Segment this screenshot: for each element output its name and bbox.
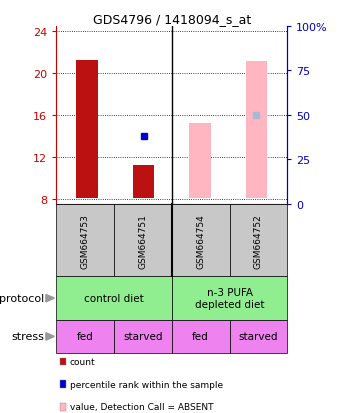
Text: GSM664753: GSM664753	[81, 213, 89, 268]
Bar	[133, 165, 154, 199]
Text: fed: fed	[192, 332, 209, 342]
Text: starved: starved	[239, 332, 278, 342]
Text: starved: starved	[123, 332, 163, 342]
Bar	[189, 123, 210, 199]
Title: GDS4796 / 1418094_s_at: GDS4796 / 1418094_s_at	[92, 13, 251, 26]
Text: GSM664754: GSM664754	[196, 213, 205, 268]
Text: value, Detection Call = ABSENT: value, Detection Call = ABSENT	[70, 402, 213, 411]
Text: stress: stress	[11, 332, 44, 342]
Text: n-3 PUFA
depleted diet: n-3 PUFA depleted diet	[195, 287, 264, 309]
Text: GSM664751: GSM664751	[138, 213, 147, 268]
Text: count: count	[70, 357, 95, 366]
Text: fed: fed	[76, 332, 94, 342]
Text: GSM664752: GSM664752	[254, 213, 263, 268]
Text: percentile rank within the sample: percentile rank within the sample	[70, 380, 223, 389]
Bar	[76, 61, 98, 199]
Text: protocol: protocol	[0, 293, 44, 304]
Bar	[245, 62, 267, 199]
Text: control diet: control diet	[84, 293, 144, 304]
